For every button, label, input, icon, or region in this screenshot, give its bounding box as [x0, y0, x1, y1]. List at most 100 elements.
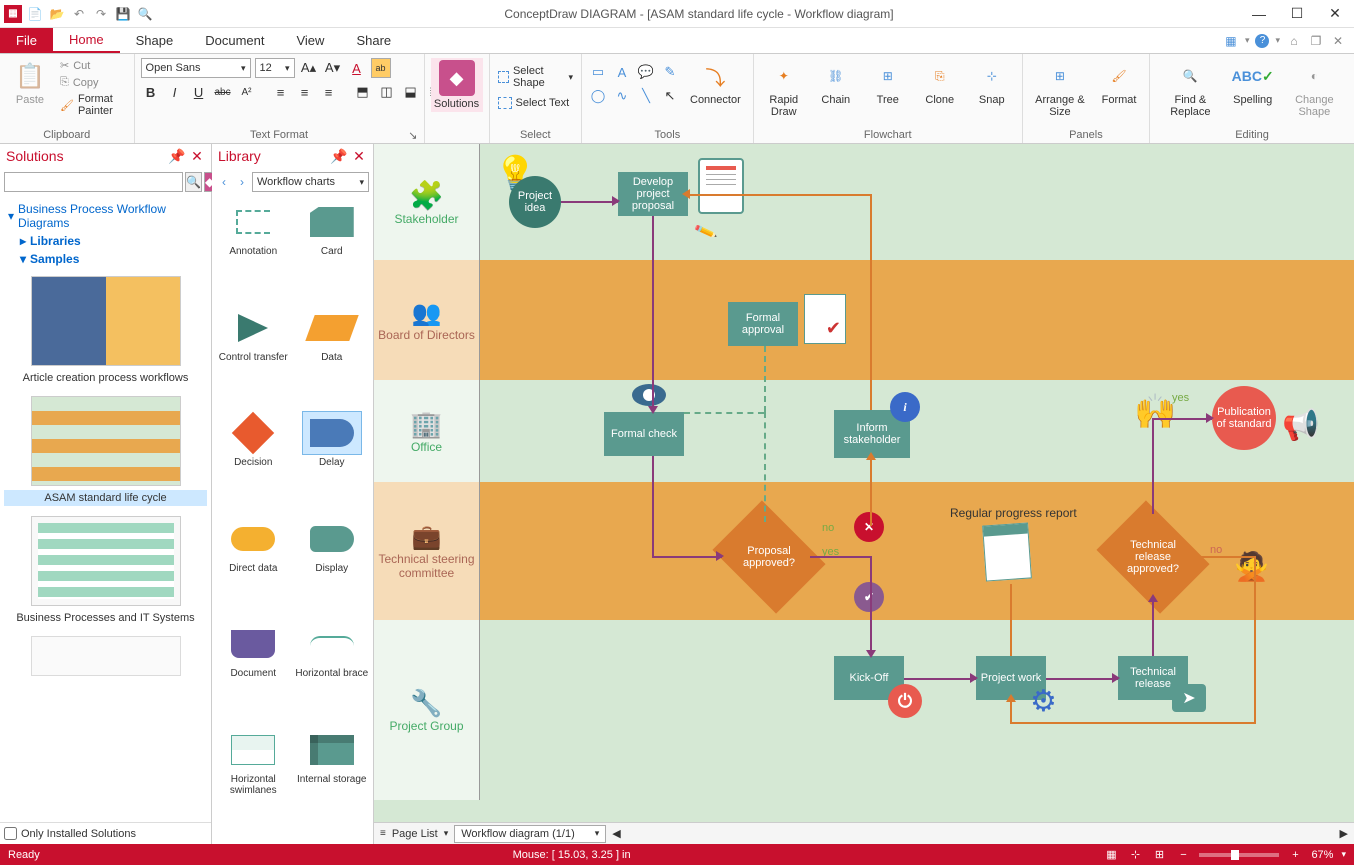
lib-delay[interactable]: Delay [295, 411, 370, 513]
canvas[interactable]: 🧩Stakeholder 👥Board of Directors 🏢Office… [374, 144, 1354, 822]
lib-document[interactable]: Document [216, 622, 291, 724]
page-next-icon[interactable]: ▶ [1340, 827, 1348, 840]
close-panel-icon[interactable]: ✕ [189, 148, 205, 164]
home-icon[interactable]: ⌂ [1286, 33, 1302, 49]
lib-annotation[interactable]: Annotation [216, 200, 291, 302]
lib-prev-icon[interactable]: ‹ [216, 174, 232, 190]
connector-button[interactable]: ⤵ Connector [684, 58, 747, 108]
italic-icon[interactable]: I [165, 82, 185, 102]
minimize-button[interactable]: — [1244, 4, 1274, 24]
close-doc-icon[interactable]: ✕ [1330, 33, 1346, 49]
strike-icon[interactable]: abc [213, 82, 233, 102]
lib-direct-data[interactable]: Direct data [216, 517, 291, 619]
open-icon[interactable]: 📂 [48, 5, 66, 23]
grow-font-icon[interactable]: A▴ [299, 58, 319, 78]
solutions-button[interactable]: ◆ Solutions [431, 58, 483, 112]
lib-internal-storage[interactable]: Internal storage [295, 728, 370, 841]
paste-button[interactable]: 📋 Paste [6, 58, 54, 108]
arrange-button[interactable]: ⊞Arrange & Size [1029, 58, 1091, 120]
undo-icon[interactable]: ↶ [70, 5, 88, 23]
zoom-icon[interactable]: 🔍 [136, 5, 154, 23]
tool-bezier-icon[interactable]: ∿ [612, 86, 632, 106]
zoom-out-icon[interactable]: − [1175, 847, 1191, 863]
lib-display[interactable]: Display [295, 517, 370, 619]
super-sub-icon[interactable]: A² [237, 82, 257, 102]
tool-pen-icon[interactable]: ✎ [660, 62, 680, 82]
copy-button[interactable]: ⎘Copy [58, 75, 128, 90]
pin-icon[interactable]: 📌 [169, 148, 185, 164]
tab-share[interactable]: Share [340, 28, 407, 53]
maximize-button[interactable]: ☐ [1282, 4, 1312, 24]
zoom-in-icon[interactable]: + [1287, 847, 1303, 863]
lib-next-icon[interactable]: › [234, 174, 250, 190]
tab-home[interactable]: Home [53, 28, 120, 53]
valign-mid-icon[interactable]: ◫ [377, 82, 397, 102]
lib-control-transfer[interactable]: Control transfer [216, 306, 291, 408]
find-replace-button[interactable]: 🔍Find & Replace [1156, 58, 1225, 120]
lib-data[interactable]: Data [295, 306, 370, 408]
lib-hswimlanes[interactable]: Horizontal swimlanes [216, 728, 291, 841]
page-menu-icon[interactable]: ≡ [380, 828, 386, 839]
lib-card[interactable]: Card [295, 200, 370, 302]
valign-bot-icon[interactable]: ⬓ [401, 82, 421, 102]
change-shape-button[interactable]: ◐Change Shape [1281, 58, 1348, 120]
sample-item-2[interactable]: Business Processes and IT Systems [4, 516, 207, 626]
tab-document[interactable]: Document [189, 28, 280, 53]
tab-view[interactable]: View [280, 28, 340, 53]
solutions-search-input[interactable] [4, 172, 183, 192]
zoom-slider[interactable] [1199, 853, 1279, 857]
tab-shape[interactable]: Shape [120, 28, 190, 53]
tool-ellipse-icon[interactable]: ◯ [588, 86, 608, 106]
node-formal-approval[interactable]: Formal approval [728, 302, 798, 346]
shrink-font-icon[interactable]: A▾ [323, 58, 343, 78]
lib-close-icon[interactable]: ✕ [351, 148, 367, 164]
tool-callout-icon[interactable]: 💬 [636, 62, 656, 82]
snap-button[interactable]: ⊹Snap [968, 58, 1016, 108]
node-publication[interactable]: Publication of standard [1212, 386, 1276, 450]
redo-icon[interactable]: ↷ [92, 5, 110, 23]
tree-libraries[interactable]: ▸Libraries [8, 232, 203, 250]
sample-item-3[interactable] [4, 636, 207, 676]
status-grid-icon[interactable]: ▦ [1103, 847, 1119, 863]
lib-decision[interactable]: Decision [216, 411, 291, 513]
rapid-draw-button[interactable]: ✦Rapid Draw [760, 58, 808, 120]
bold-icon[interactable]: B [141, 82, 161, 102]
status-guides-icon[interactable]: ⊞ [1151, 847, 1167, 863]
close-button[interactable]: ✕ [1320, 4, 1350, 24]
lib-hbrace[interactable]: Horizontal brace [295, 622, 370, 724]
status-snap-icon[interactable]: ⊹ [1127, 847, 1143, 863]
tool-line-icon[interactable]: ╲ [636, 86, 656, 106]
format-button[interactable]: 🖌Format [1095, 58, 1143, 108]
help-icon[interactable]: ? [1255, 34, 1269, 48]
layout-icon[interactable]: ▦ [1223, 33, 1239, 49]
tool-text-icon[interactable]: A [612, 62, 632, 82]
tree-button[interactable]: ⊞Tree [864, 58, 912, 108]
node-project-idea[interactable]: Project idea [509, 176, 561, 228]
tab-file[interactable]: File [0, 28, 53, 53]
select-shape-button[interactable]: Select Shape ▾ [496, 64, 575, 90]
font-color-icon[interactable]: A [347, 58, 367, 78]
select-text-button[interactable]: Select Text [496, 96, 572, 110]
align-right-icon[interactable]: ≡ [319, 82, 339, 102]
tree-samples[interactable]: ▾Samples [8, 250, 203, 268]
new-icon[interactable]: 📄 [26, 5, 44, 23]
format-painter-button[interactable]: 🖌Format Painter [58, 92, 128, 118]
save-icon[interactable]: 💾 [114, 5, 132, 23]
font-size-combo[interactable]: 12▾ [255, 58, 295, 78]
page-prev-icon[interactable]: ◀ [612, 827, 620, 840]
tool-rect-icon[interactable]: ▭ [588, 62, 608, 82]
lib-pin-icon[interactable]: 📌 [331, 148, 347, 164]
only-installed-checkbox[interactable] [4, 827, 17, 840]
valign-top-icon[interactable]: ⬒ [353, 82, 373, 102]
node-formal-check[interactable]: Formal check [604, 412, 684, 456]
page-combo[interactable]: Workflow diagram (1/1)▾ [454, 825, 606, 843]
tool-pointer-icon[interactable]: ↖ [660, 86, 680, 106]
cut-button[interactable]: ✂Cut [58, 58, 128, 73]
node-develop-proposal[interactable]: Develop project proposal [618, 172, 688, 216]
align-left-icon[interactable]: ≡ [271, 82, 291, 102]
spelling-button[interactable]: ABC✓Spelling [1229, 58, 1277, 108]
sample-item-1[interactable]: ASAM standard life cycle [4, 396, 207, 506]
clone-button[interactable]: ⎘Clone [916, 58, 964, 108]
restore-icon[interactable]: ❐ [1308, 33, 1324, 49]
align-center-icon[interactable]: ≡ [295, 82, 315, 102]
